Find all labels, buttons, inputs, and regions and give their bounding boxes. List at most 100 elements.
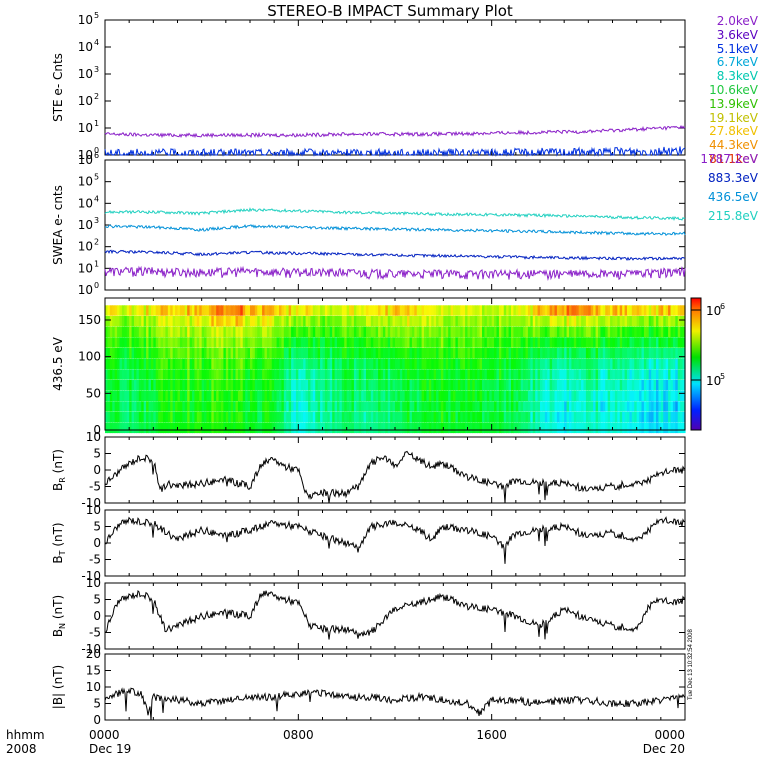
pad-heatmap-cell [378, 326, 382, 338]
pad-heatmap-cell [308, 380, 312, 391]
pad-heatmap-cell [564, 390, 568, 402]
pad-heatmap-cell [332, 348, 336, 359]
pad-heatmap-cell [148, 390, 152, 402]
pad-heatmap-cell [578, 369, 582, 380]
pad-heatmap-cell [112, 316, 116, 327]
pad-heatmap-cell [218, 401, 222, 412]
pad-heatmap-cell [578, 390, 582, 402]
pad-heatmap-cell [160, 422, 164, 434]
pad-heatmap-cell [511, 401, 515, 412]
pad-heatmap-cell [653, 326, 657, 338]
pad-heatmap-cell [373, 326, 377, 338]
pad-heatmap-cell [636, 401, 640, 412]
pad-heatmap-cell [436, 337, 440, 348]
ste-legend-item: 3.6keV [716, 27, 758, 42]
pad-heatmap-cell [257, 369, 261, 380]
pad-heatmap-cell [208, 348, 212, 359]
pad-heatmap-cell [213, 369, 217, 380]
pad-heatmap-cell [295, 348, 299, 359]
pad-heatmap-cell [677, 358, 681, 370]
pad-heatmap-cell [136, 369, 140, 380]
ste-legend-item: 5.1keV [716, 41, 758, 56]
pad-heatmap-cell [511, 422, 515, 434]
pad-heatmap-cell [460, 390, 464, 402]
pad-heatmap-cell [107, 412, 111, 423]
pad-heatmap-cell [501, 390, 505, 402]
pad-heatmap-cell [242, 348, 246, 359]
pad-heatmap-cell [187, 390, 191, 402]
pad-heatmap-cell [291, 305, 295, 316]
pad-heatmap-cell [670, 412, 674, 423]
pad-heatmap-cell [375, 369, 379, 380]
pad-heatmap-cell [636, 326, 640, 338]
pad-heatmap-cell [196, 390, 200, 402]
pad-heatmap-cell [158, 348, 162, 359]
pad-heatmap-cell [223, 348, 227, 359]
pad-heatmap-cell [175, 326, 179, 338]
pad-heatmap-cell [363, 412, 367, 423]
pad-heatmap-cell [378, 305, 382, 316]
pad-heatmap-cell [448, 316, 452, 327]
pad-heatmap-cell [109, 422, 113, 434]
pad-heatmap-cell [607, 380, 611, 391]
pad-heatmap-cell [119, 326, 123, 338]
pad-heatmap-cell [438, 390, 442, 402]
pad-heatmap-cell [617, 412, 621, 423]
pad-heatmap-cell [392, 422, 396, 434]
pad-heatmap-cell [511, 316, 515, 327]
pad-heatmap-cell [288, 348, 292, 359]
pad-heatmap-cell [177, 337, 181, 348]
pad-heatmap-cell [368, 369, 372, 380]
pad-heatmap-cell [513, 369, 517, 380]
pad-heatmap-cell [559, 358, 563, 370]
pad-heatmap-cell [525, 358, 529, 370]
pad-heatmap-cell [303, 390, 307, 402]
pad-heatmap-cell [588, 358, 592, 370]
pad-heatmap-cell [192, 316, 196, 327]
pad-heatmap-cell [395, 401, 399, 412]
pad-heatmap-cell [339, 390, 343, 402]
pad-heatmap-cell [196, 305, 200, 316]
pad-heatmap-cell [627, 316, 631, 327]
pad-heatmap-cell [639, 316, 643, 327]
pad-heatmap-cell [540, 316, 544, 327]
pad-heatmap-cell [578, 316, 582, 327]
pad-heatmap-cell [395, 380, 399, 391]
pad-heatmap-cell [629, 348, 633, 359]
pad-heatmap-cell [651, 305, 655, 316]
pad-heatmap-cell [643, 369, 647, 380]
pad-heatmap-cell [639, 369, 643, 380]
pad-heatmap-cell [610, 326, 614, 338]
pad-heatmap-cell [324, 305, 328, 316]
pad-heatmap-cell [283, 422, 287, 434]
pad-heatmap-cell [518, 337, 522, 348]
pad-heatmap-cell [257, 412, 261, 423]
pad-heatmap-cell [295, 316, 299, 327]
pad-heatmap-cell [462, 422, 466, 434]
pad-heatmap-cell [233, 316, 237, 327]
pad-heatmap-cell [252, 412, 256, 423]
pad-heatmap-cell [653, 380, 657, 391]
pad-heatmap-cell [479, 348, 483, 359]
pad-heatmap-cell [607, 316, 611, 327]
pad-heatmap-cell [134, 326, 138, 338]
pad-heatmap-cell [576, 390, 580, 402]
pad-heatmap-cell [489, 422, 493, 434]
pad-heatmap-cell [508, 337, 512, 348]
pad-heatmap-cell [109, 305, 113, 316]
pad-heatmap-cell [192, 348, 196, 359]
pad-heatmap-cell [373, 422, 377, 434]
pad-heatmap-cell [629, 358, 633, 370]
pad-heatmap-cell [440, 348, 444, 359]
pad-heatmap-cell [322, 337, 326, 348]
pad-heatmap-cell [216, 337, 220, 348]
pad-heatmap-cell [158, 401, 162, 412]
pad-heatmap-cell [382, 316, 386, 327]
pad-heatmap-cell [627, 422, 631, 434]
pad-heatmap-cell [211, 337, 215, 348]
pad-heatmap-cell [368, 316, 372, 327]
pad-heatmap-cell [590, 316, 594, 327]
pad-heatmap-cell [472, 380, 476, 391]
pad-heatmap-cell [598, 348, 602, 359]
pad-heatmap-cell [407, 316, 411, 327]
